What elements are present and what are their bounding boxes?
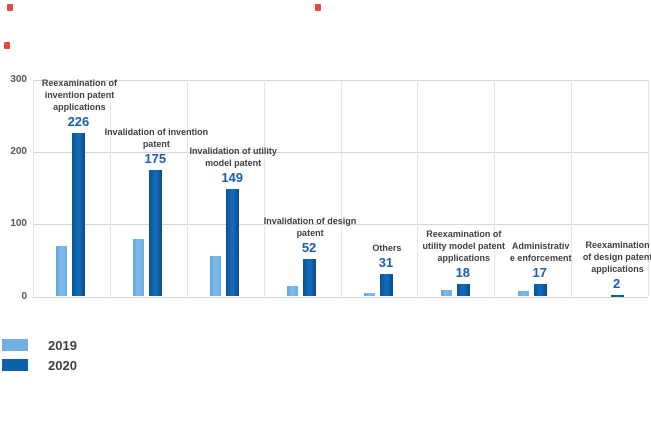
legend-label-2019: 2019 xyxy=(48,338,77,353)
bar-2019 xyxy=(133,238,145,297)
category-label: Reexamination of design patent application… xyxy=(533,239,651,275)
bar-2020 xyxy=(303,258,317,297)
value-label-2020: 31 xyxy=(378,255,394,271)
bar-2020 xyxy=(379,274,393,297)
category-label-line: Invalidation of design xyxy=(263,215,357,226)
gridline-vertical xyxy=(33,80,34,297)
y-axis-tick-label: 100 xyxy=(10,218,27,230)
category-label-line: patent xyxy=(296,227,324,238)
bar-2019 xyxy=(287,286,299,297)
category-label-line: Reexamination of xyxy=(41,78,117,89)
value-label-2020: 52 xyxy=(301,239,317,255)
gridline-vertical xyxy=(417,80,419,297)
value-label-2020: 226 xyxy=(67,114,90,130)
category-label-line: Invalidation of invention xyxy=(104,127,209,138)
gridline-horizontal xyxy=(33,296,648,298)
red-marker-icon xyxy=(315,4,321,11)
value-label-2020: 175 xyxy=(144,151,167,167)
gridline-vertical xyxy=(340,80,342,297)
bar-2020 xyxy=(226,188,240,297)
legend-label-2020: 2020 xyxy=(48,358,77,373)
legend-swatch-2020 xyxy=(2,359,28,371)
category-label: Invalidation of utility model patent xyxy=(148,145,318,169)
category-label-line: applications xyxy=(53,102,106,113)
category-label: Invalidation of design patent xyxy=(225,215,395,239)
y-axis-tick-label: 200 xyxy=(10,146,27,158)
value-label-2020: 18 xyxy=(455,264,471,280)
category-label-line: Administrativ xyxy=(511,241,570,252)
bar-2019 xyxy=(210,256,222,297)
gridline-vertical xyxy=(648,80,649,297)
category-label-line: applications xyxy=(591,264,644,274)
red-marker-icon xyxy=(4,42,10,49)
gridline-vertical xyxy=(109,80,111,297)
value-label-2020: 17 xyxy=(532,265,547,281)
category-label: Invalidation of invention patent xyxy=(71,126,241,150)
category-label-line: model patent xyxy=(205,157,262,168)
bar-2020 xyxy=(456,283,470,297)
bar-2020 xyxy=(72,133,86,297)
bar-2019 xyxy=(363,292,375,297)
y-axis-tick-label: 300 xyxy=(10,74,27,85)
gridline-vertical xyxy=(571,80,573,297)
category-label: Administrativ e enforcement xyxy=(456,240,626,264)
category-label-line: Others xyxy=(372,243,402,254)
category-label-line: Reexamination xyxy=(585,240,650,250)
category-label-line: patent xyxy=(142,139,170,150)
gridline-vertical xyxy=(186,80,188,297)
y-axis-tick-label: 0 xyxy=(21,290,27,302)
legend-swatch-2019 xyxy=(2,339,28,351)
category-label-line: applications xyxy=(437,252,491,263)
value-label-2020: 2 xyxy=(612,276,621,291)
red-marker-icon xyxy=(7,4,13,11)
category-label-line: invention patent xyxy=(44,90,115,101)
bar-2019 xyxy=(440,290,452,297)
bar-2020 xyxy=(149,170,163,297)
gridline-vertical xyxy=(494,80,496,297)
category-label: Reexamination of utility model patent appl… xyxy=(379,228,549,264)
category-label-line: utility model patent xyxy=(422,240,506,251)
value-label-2020: 149 xyxy=(221,169,244,185)
category-label: Reexamination of invention patent applicat… xyxy=(0,77,164,113)
category-label-line: e enforcement xyxy=(509,253,572,264)
category-label: Others xyxy=(302,242,472,254)
bar-2020 xyxy=(610,295,624,297)
category-label-line: Reexamination of xyxy=(426,228,502,239)
bar-2020 xyxy=(533,284,547,297)
gridline-vertical xyxy=(263,80,265,297)
category-label-line: of design patent xyxy=(582,252,651,262)
bar-2019 xyxy=(517,291,529,297)
bar-2019 xyxy=(56,245,68,297)
category-label-line: Invalidation of utility xyxy=(189,145,277,156)
